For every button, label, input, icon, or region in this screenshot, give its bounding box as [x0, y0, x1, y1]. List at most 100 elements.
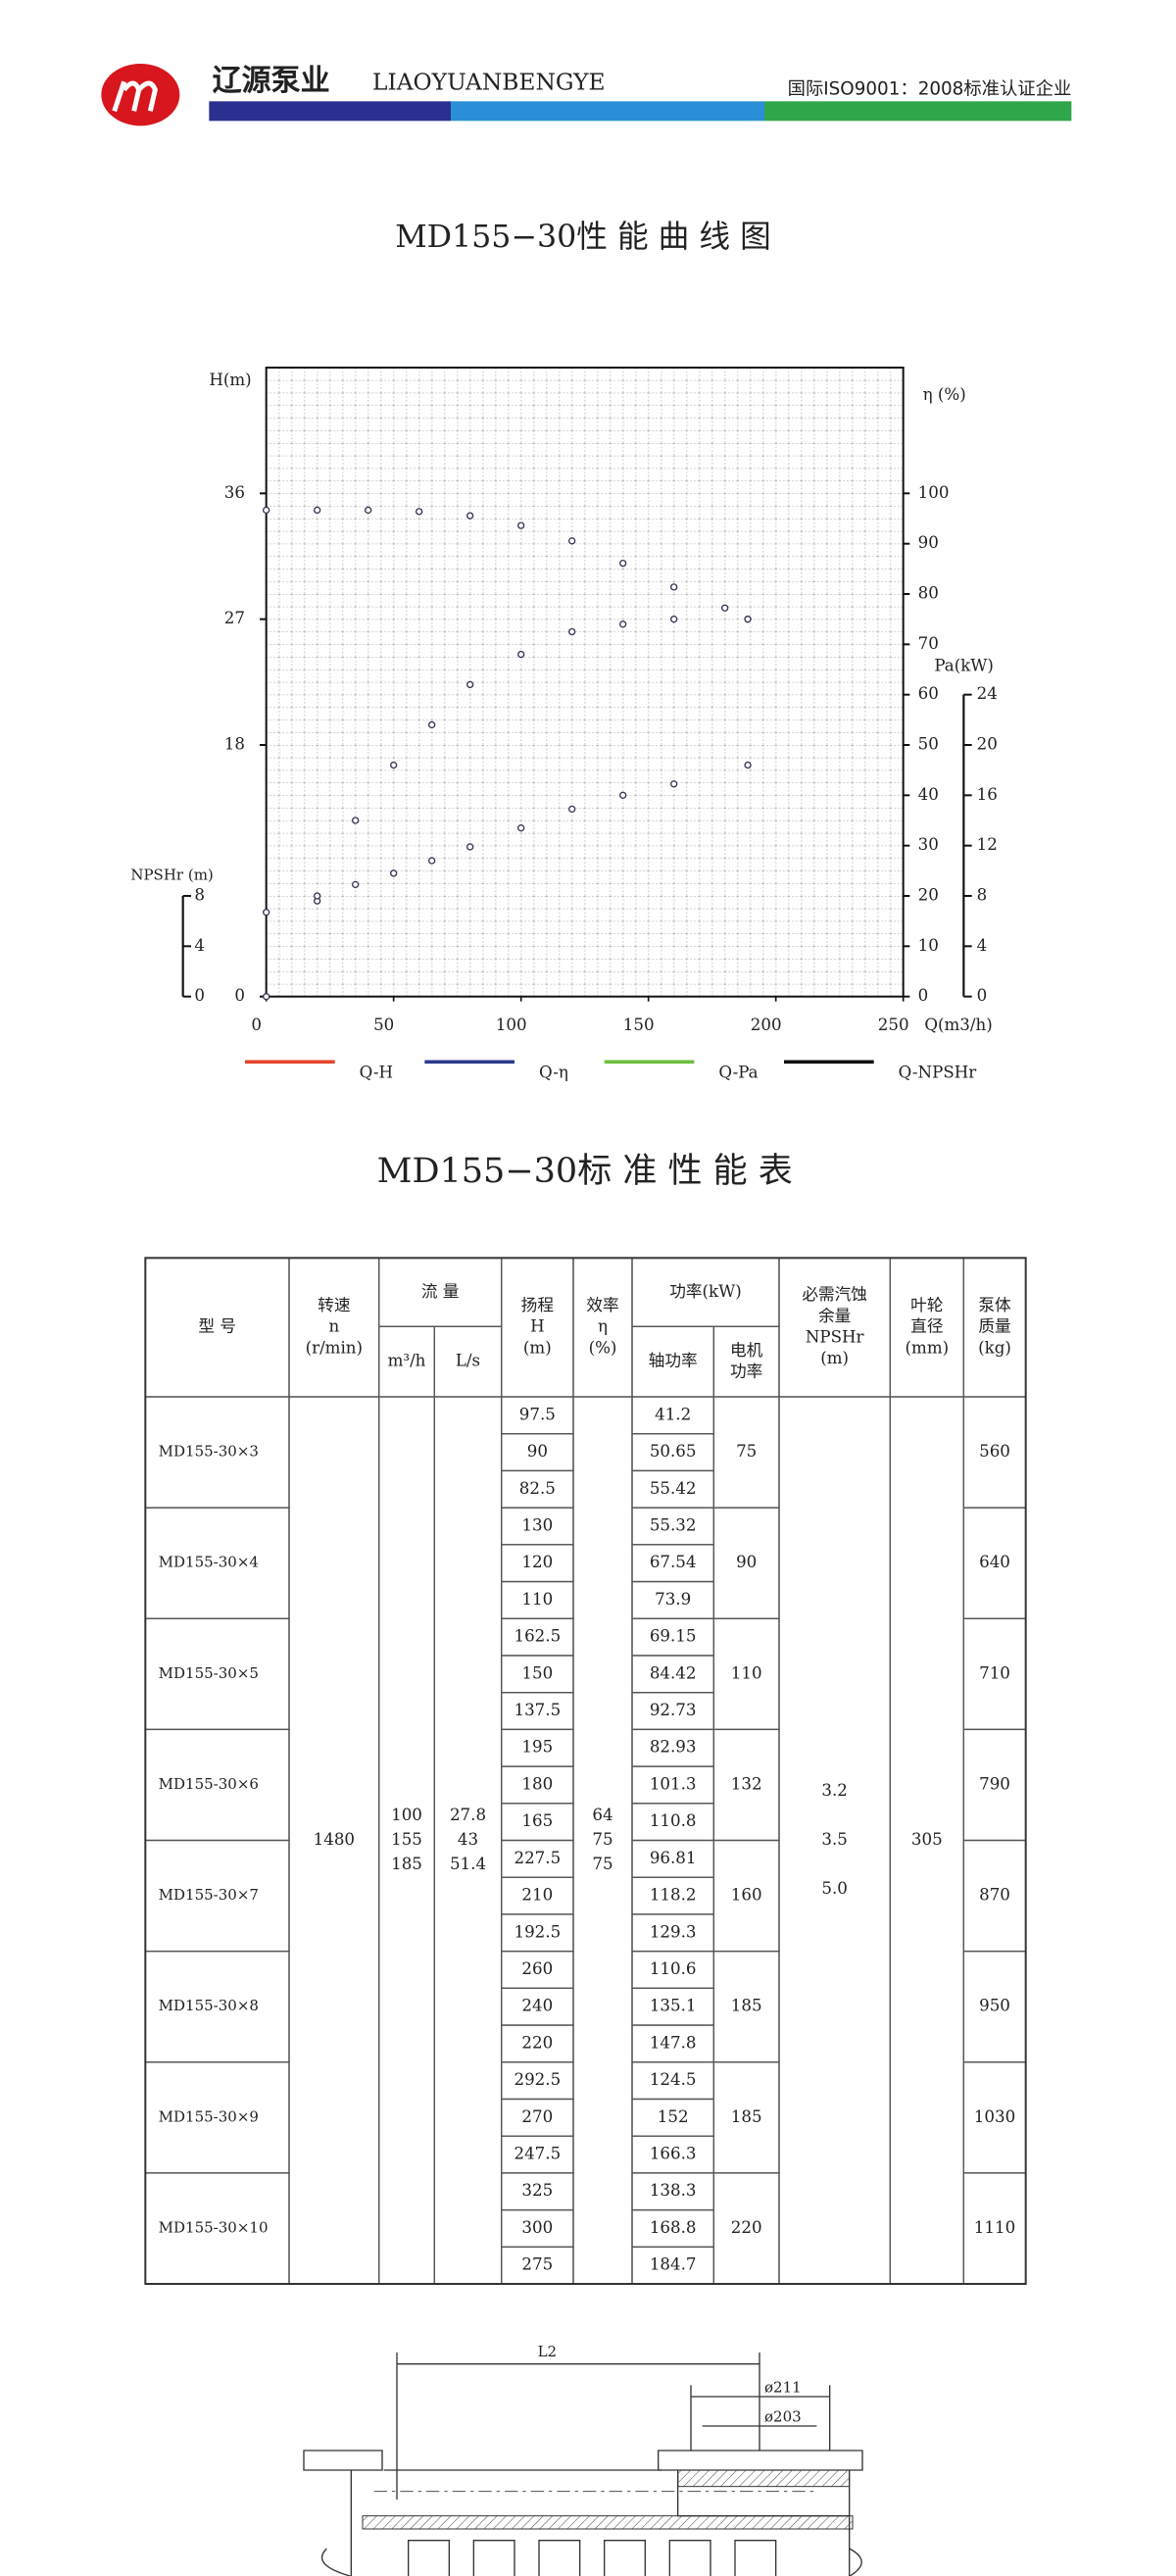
cell-text: 168.8 — [650, 2218, 697, 2237]
cell-text: 305 — [911, 1830, 943, 1849]
cell-text: 69.15 — [650, 1627, 697, 1646]
cell-text: 75 — [736, 1442, 757, 1461]
cell-text: 55.32 — [650, 1515, 697, 1534]
data-point — [744, 616, 752, 623]
cell-text: 870 — [979, 1886, 1010, 1905]
cell-text: 1110 — [974, 2218, 1015, 2237]
cell-text: 950 — [979, 1997, 1010, 2015]
cell-text: 27.8 — [450, 1806, 486, 1824]
y2-axis-label: η (%) — [923, 385, 966, 404]
cell-text: 电机 — [730, 1341, 763, 1360]
data-point — [390, 761, 398, 769]
x-tick-label: 250 — [878, 1016, 909, 1034]
data-point — [466, 843, 474, 851]
y-tick-label: 20 — [918, 886, 939, 905]
cell-text: L/s — [456, 1352, 480, 1370]
cell-text: 90 — [527, 1442, 548, 1461]
cell-text: 1030 — [974, 2107, 1015, 2126]
cell-text: 效率 — [586, 1296, 618, 1314]
cell-text: 功率(kW) — [669, 1282, 742, 1301]
legend-label: Q-η — [539, 1064, 568, 1082]
y3-axis-label: Pa(kW) — [934, 657, 994, 675]
cell-text: (kg) — [978, 1338, 1011, 1357]
cell-text: 92.73 — [650, 1701, 697, 1719]
cell-text: 64 — [592, 1806, 612, 1824]
dimension-label: L2 — [538, 2343, 558, 2360]
cell-text: 泵体 — [978, 1296, 1011, 1314]
cell-text: 155 — [391, 1830, 422, 1849]
cell-text: 184.7 — [650, 2255, 697, 2274]
model-name: MD155-30×8 — [159, 1997, 259, 2014]
header-bar — [451, 101, 764, 122]
data-point — [517, 824, 525, 832]
cell-text: 110.8 — [650, 1811, 697, 1830]
cell-text: 转速 — [318, 1296, 351, 1314]
cell-text: (r/min) — [306, 1338, 363, 1357]
data-point — [428, 857, 436, 865]
model-name: MD155-30×6 — [159, 1775, 259, 1793]
cell-text: 160 — [731, 1886, 762, 1905]
y-tick-label: 90 — [918, 533, 939, 552]
cell-text: 210 — [521, 1886, 553, 1905]
y-tick-label: 0 — [194, 986, 205, 1005]
cell-text: 叶轮 — [910, 1296, 943, 1314]
cell-text: 710 — [979, 1663, 1010, 1682]
cell-text: 220 — [731, 2218, 762, 2237]
cell-text: 5.0 — [821, 1879, 848, 1898]
cell-text: 流 量 — [421, 1282, 460, 1301]
y-tick-label: 4 — [194, 936, 205, 955]
data-point — [416, 508, 423, 516]
cell-text: 137.5 — [514, 1701, 561, 1719]
cell-text: 560 — [979, 1442, 1010, 1461]
data-point — [619, 791, 627, 799]
data-point — [670, 780, 678, 788]
model-name: MD155-30×9 — [159, 2107, 259, 2125]
data-point — [517, 521, 525, 529]
x-tick-label: 100 — [496, 1016, 527, 1034]
model-name: MD155-30×4 — [159, 1554, 259, 1571]
cell-text: 247.5 — [514, 2145, 561, 2163]
y-tick-label: 70 — [918, 634, 939, 653]
table-border — [144, 1257, 1027, 2285]
data-point — [390, 869, 398, 877]
cell-text: 300 — [521, 2218, 553, 2237]
y-tick-label: 50 — [918, 735, 939, 754]
data-point — [352, 817, 360, 824]
legend-label: Q-H — [360, 1064, 393, 1082]
chart: 0 50 100 150 200 250 Q(m3/h)018273601020304050… — [130, 366, 998, 1082]
model-name: MD155-30×7 — [159, 1886, 259, 1904]
cell-text: 147.8 — [650, 2033, 697, 2052]
y-tick-label: 12 — [977, 835, 998, 854]
cell-text: 640 — [979, 1553, 1010, 1571]
cell-text: 185 — [391, 1855, 422, 1873]
cell-text: 180 — [521, 1774, 553, 1793]
cell-text: 质量 — [978, 1317, 1010, 1336]
cell-text: 1480 — [314, 1830, 355, 1849]
plot-frame — [265, 366, 905, 998]
cell-text: 165 — [521, 1811, 553, 1830]
x-tick-label: 50 — [373, 1016, 394, 1034]
cell-text: NPSHr — [806, 1328, 864, 1347]
cell-text: 135.1 — [650, 1997, 697, 2015]
data-point — [568, 627, 576, 636]
cell-text: η — [598, 1317, 608, 1336]
data-point — [568, 805, 576, 814]
logo — [101, 64, 180, 126]
data-point — [263, 992, 270, 1001]
data-point — [619, 620, 627, 628]
y-tick-label: 18 — [224, 735, 245, 754]
cell-text: 325 — [521, 2181, 553, 2200]
data-point — [568, 537, 576, 545]
data-point — [720, 604, 729, 612]
cell-text: 扬程 — [521, 1296, 555, 1314]
cell-text: 162.5 — [514, 1627, 561, 1646]
cell-text: (mm) — [906, 1338, 950, 1357]
y-tick-label: 27 — [224, 609, 245, 627]
y4-axis-label: NPSHr (m) — [130, 866, 213, 883]
cell-text: 185 — [731, 2107, 762, 2126]
cell-text: 90 — [736, 1553, 757, 1571]
y-tick-label: 8 — [977, 886, 988, 905]
data-point — [263, 506, 270, 515]
y-tick-label: 60 — [918, 684, 939, 703]
